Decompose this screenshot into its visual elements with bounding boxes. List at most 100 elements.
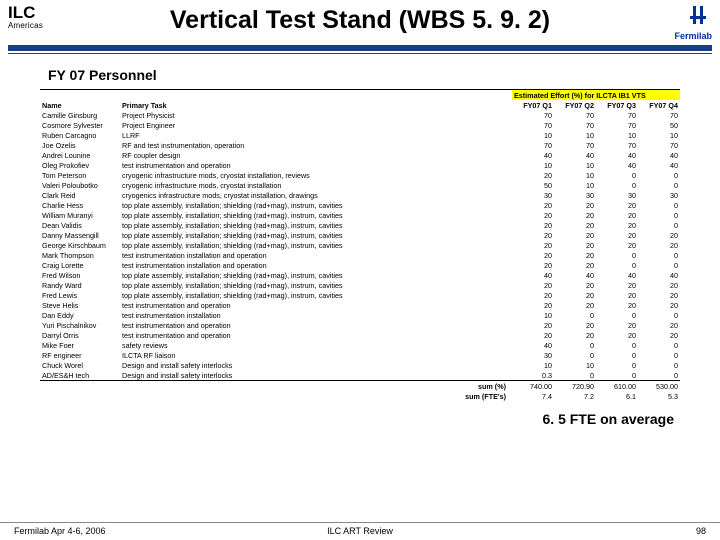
cell-q2: 10 xyxy=(554,180,596,190)
col-q3-header: FY07 Q3 xyxy=(596,100,638,110)
cell-q1: 70 xyxy=(512,120,554,130)
cell-q1: 0.3 xyxy=(512,370,554,381)
cell-q4: 0 xyxy=(638,220,680,230)
cell-q1: 20 xyxy=(512,230,554,240)
page-title: Vertical Test Stand (WBS 5. 9. 2) xyxy=(64,4,656,35)
cell-task: test instrumentation and operation xyxy=(120,300,512,310)
cell-q3: 0 xyxy=(596,310,638,320)
cell-q1: 10 xyxy=(512,310,554,320)
cell-q3: 0 xyxy=(596,260,638,270)
sum-fte-q2: 7.2 xyxy=(554,391,596,401)
cell-q1: 20 xyxy=(512,290,554,300)
cell-q4: 0 xyxy=(638,260,680,270)
cell-q2: 70 xyxy=(554,110,596,120)
cell-q1: 70 xyxy=(512,140,554,150)
table-row: Craig Lorettetest instrumentation instal… xyxy=(40,260,680,270)
cell-q2: 0 xyxy=(554,310,596,320)
cell-q2: 70 xyxy=(554,140,596,150)
cell-task: safety reviews xyxy=(120,340,512,350)
cell-q1: 20 xyxy=(512,200,554,210)
cell-q1: 20 xyxy=(512,250,554,260)
cell-q3: 20 xyxy=(596,210,638,220)
cell-name: Charlie Hess xyxy=(40,200,120,210)
cell-q4: 70 xyxy=(638,140,680,150)
cell-q1: 20 xyxy=(512,170,554,180)
cell-q3: 0 xyxy=(596,360,638,370)
cell-q2: 20 xyxy=(554,280,596,290)
table-row: Dan Eddytest instrumentation installatio… xyxy=(40,310,680,320)
cell-name: Darryl Orris xyxy=(40,330,120,340)
cell-q2: 10 xyxy=(554,130,596,140)
cell-task: top plate assembly, installation; shield… xyxy=(120,210,512,220)
cell-q1: 10 xyxy=(512,130,554,140)
cell-q2: 20 xyxy=(554,300,596,310)
cell-q4: 20 xyxy=(638,300,680,310)
table-row: Darryl Orristest instrumentation and ope… xyxy=(40,330,680,340)
table-row: George Kirschbaumtop plate assembly, ins… xyxy=(40,240,680,250)
slide-header: ILC Americas Vertical Test Stand (WBS 5.… xyxy=(0,0,720,41)
cell-q3: 70 xyxy=(596,110,638,120)
cell-q2: 30 xyxy=(554,190,596,200)
cell-q4: 40 xyxy=(638,270,680,280)
sum-pct-q4: 530.00 xyxy=(638,381,680,392)
cell-q3: 20 xyxy=(596,240,638,250)
cell-task: test instrumentation and operation xyxy=(120,320,512,330)
table-row: Fred Lewistop plate assembly, installati… xyxy=(40,290,680,300)
cell-q1: 10 xyxy=(512,360,554,370)
cell-name: AD/ES&H tech xyxy=(40,370,120,381)
cell-q1: 10 xyxy=(512,160,554,170)
table-row: William Muranyitop plate assembly, insta… xyxy=(40,210,680,220)
sum-pct-label: sum (%) xyxy=(120,381,512,392)
cell-task: top plate assembly, installation; shield… xyxy=(120,290,512,300)
cell-q3: 30 xyxy=(596,190,638,200)
cell-q3: 0 xyxy=(596,340,638,350)
ilc-label: ILC xyxy=(8,4,64,21)
cell-q4: 50 xyxy=(638,120,680,130)
table-row: Charlie Hesstop plate assembly, installa… xyxy=(40,200,680,210)
cell-q1: 20 xyxy=(512,300,554,310)
cell-q2: 20 xyxy=(554,320,596,330)
cell-q1: 40 xyxy=(512,340,554,350)
cell-q4: 0 xyxy=(638,170,680,180)
cell-q4: 10 xyxy=(638,130,680,140)
table-row: Tom Petersoncryogenic infrastructure mod… xyxy=(40,170,680,180)
cell-q4: 0 xyxy=(638,200,680,210)
cell-task: cryogenic infrastructure mods, cryostat … xyxy=(120,180,512,190)
cell-q1: 40 xyxy=(512,270,554,280)
cell-q3: 20 xyxy=(596,300,638,310)
personnel-table-wrap: Estimated Effort (%) for ILCTA IB1 VTS N… xyxy=(40,89,680,401)
cell-name: George Kirschbaum xyxy=(40,240,120,250)
cell-q1: 30 xyxy=(512,190,554,200)
cell-q4: 0 xyxy=(638,350,680,360)
cell-q4: 20 xyxy=(638,230,680,240)
effort-header: Estimated Effort (%) for ILCTA IB1 VTS xyxy=(512,90,680,101)
cell-task: Project Physicist xyxy=(120,110,512,120)
cell-q2: 20 xyxy=(554,220,596,230)
table-row: Randy Wardtop plate assembly, installati… xyxy=(40,280,680,290)
cell-q2: 20 xyxy=(554,230,596,240)
americas-label: Americas xyxy=(8,21,64,30)
cell-task: cryogenic infrastructure mods, cryostat … xyxy=(120,170,512,180)
cell-q4: 20 xyxy=(638,280,680,290)
logo-left: ILC Americas xyxy=(8,4,64,30)
cell-q4: 0 xyxy=(638,250,680,260)
cell-q1: 20 xyxy=(512,240,554,250)
col-q4-header: FY07 Q4 xyxy=(638,100,680,110)
cell-q4: 0 xyxy=(638,360,680,370)
cell-name: Mike Foer xyxy=(40,340,120,350)
cell-name: Fred Lewis xyxy=(40,290,120,300)
table-row: Steve Helistest instrumentation and oper… xyxy=(40,300,680,310)
cell-task: top plate assembly, installation; shield… xyxy=(120,220,512,230)
fermilab-icon xyxy=(684,4,712,26)
cell-q2: 20 xyxy=(554,250,596,260)
fte-average-note: 6. 5 FTE on average xyxy=(0,411,674,427)
cell-q4: 40 xyxy=(638,150,680,160)
cell-q2: 40 xyxy=(554,270,596,280)
cell-name: Dan Eddy xyxy=(40,310,120,320)
cell-name: William Muranyi xyxy=(40,210,120,220)
cell-q4: 0 xyxy=(638,370,680,381)
cell-q1: 20 xyxy=(512,210,554,220)
table-row: Mark Thompsontest instrumentation instal… xyxy=(40,250,680,260)
cell-name: Oleg Prokofiev xyxy=(40,160,120,170)
cell-q3: 0 xyxy=(596,180,638,190)
